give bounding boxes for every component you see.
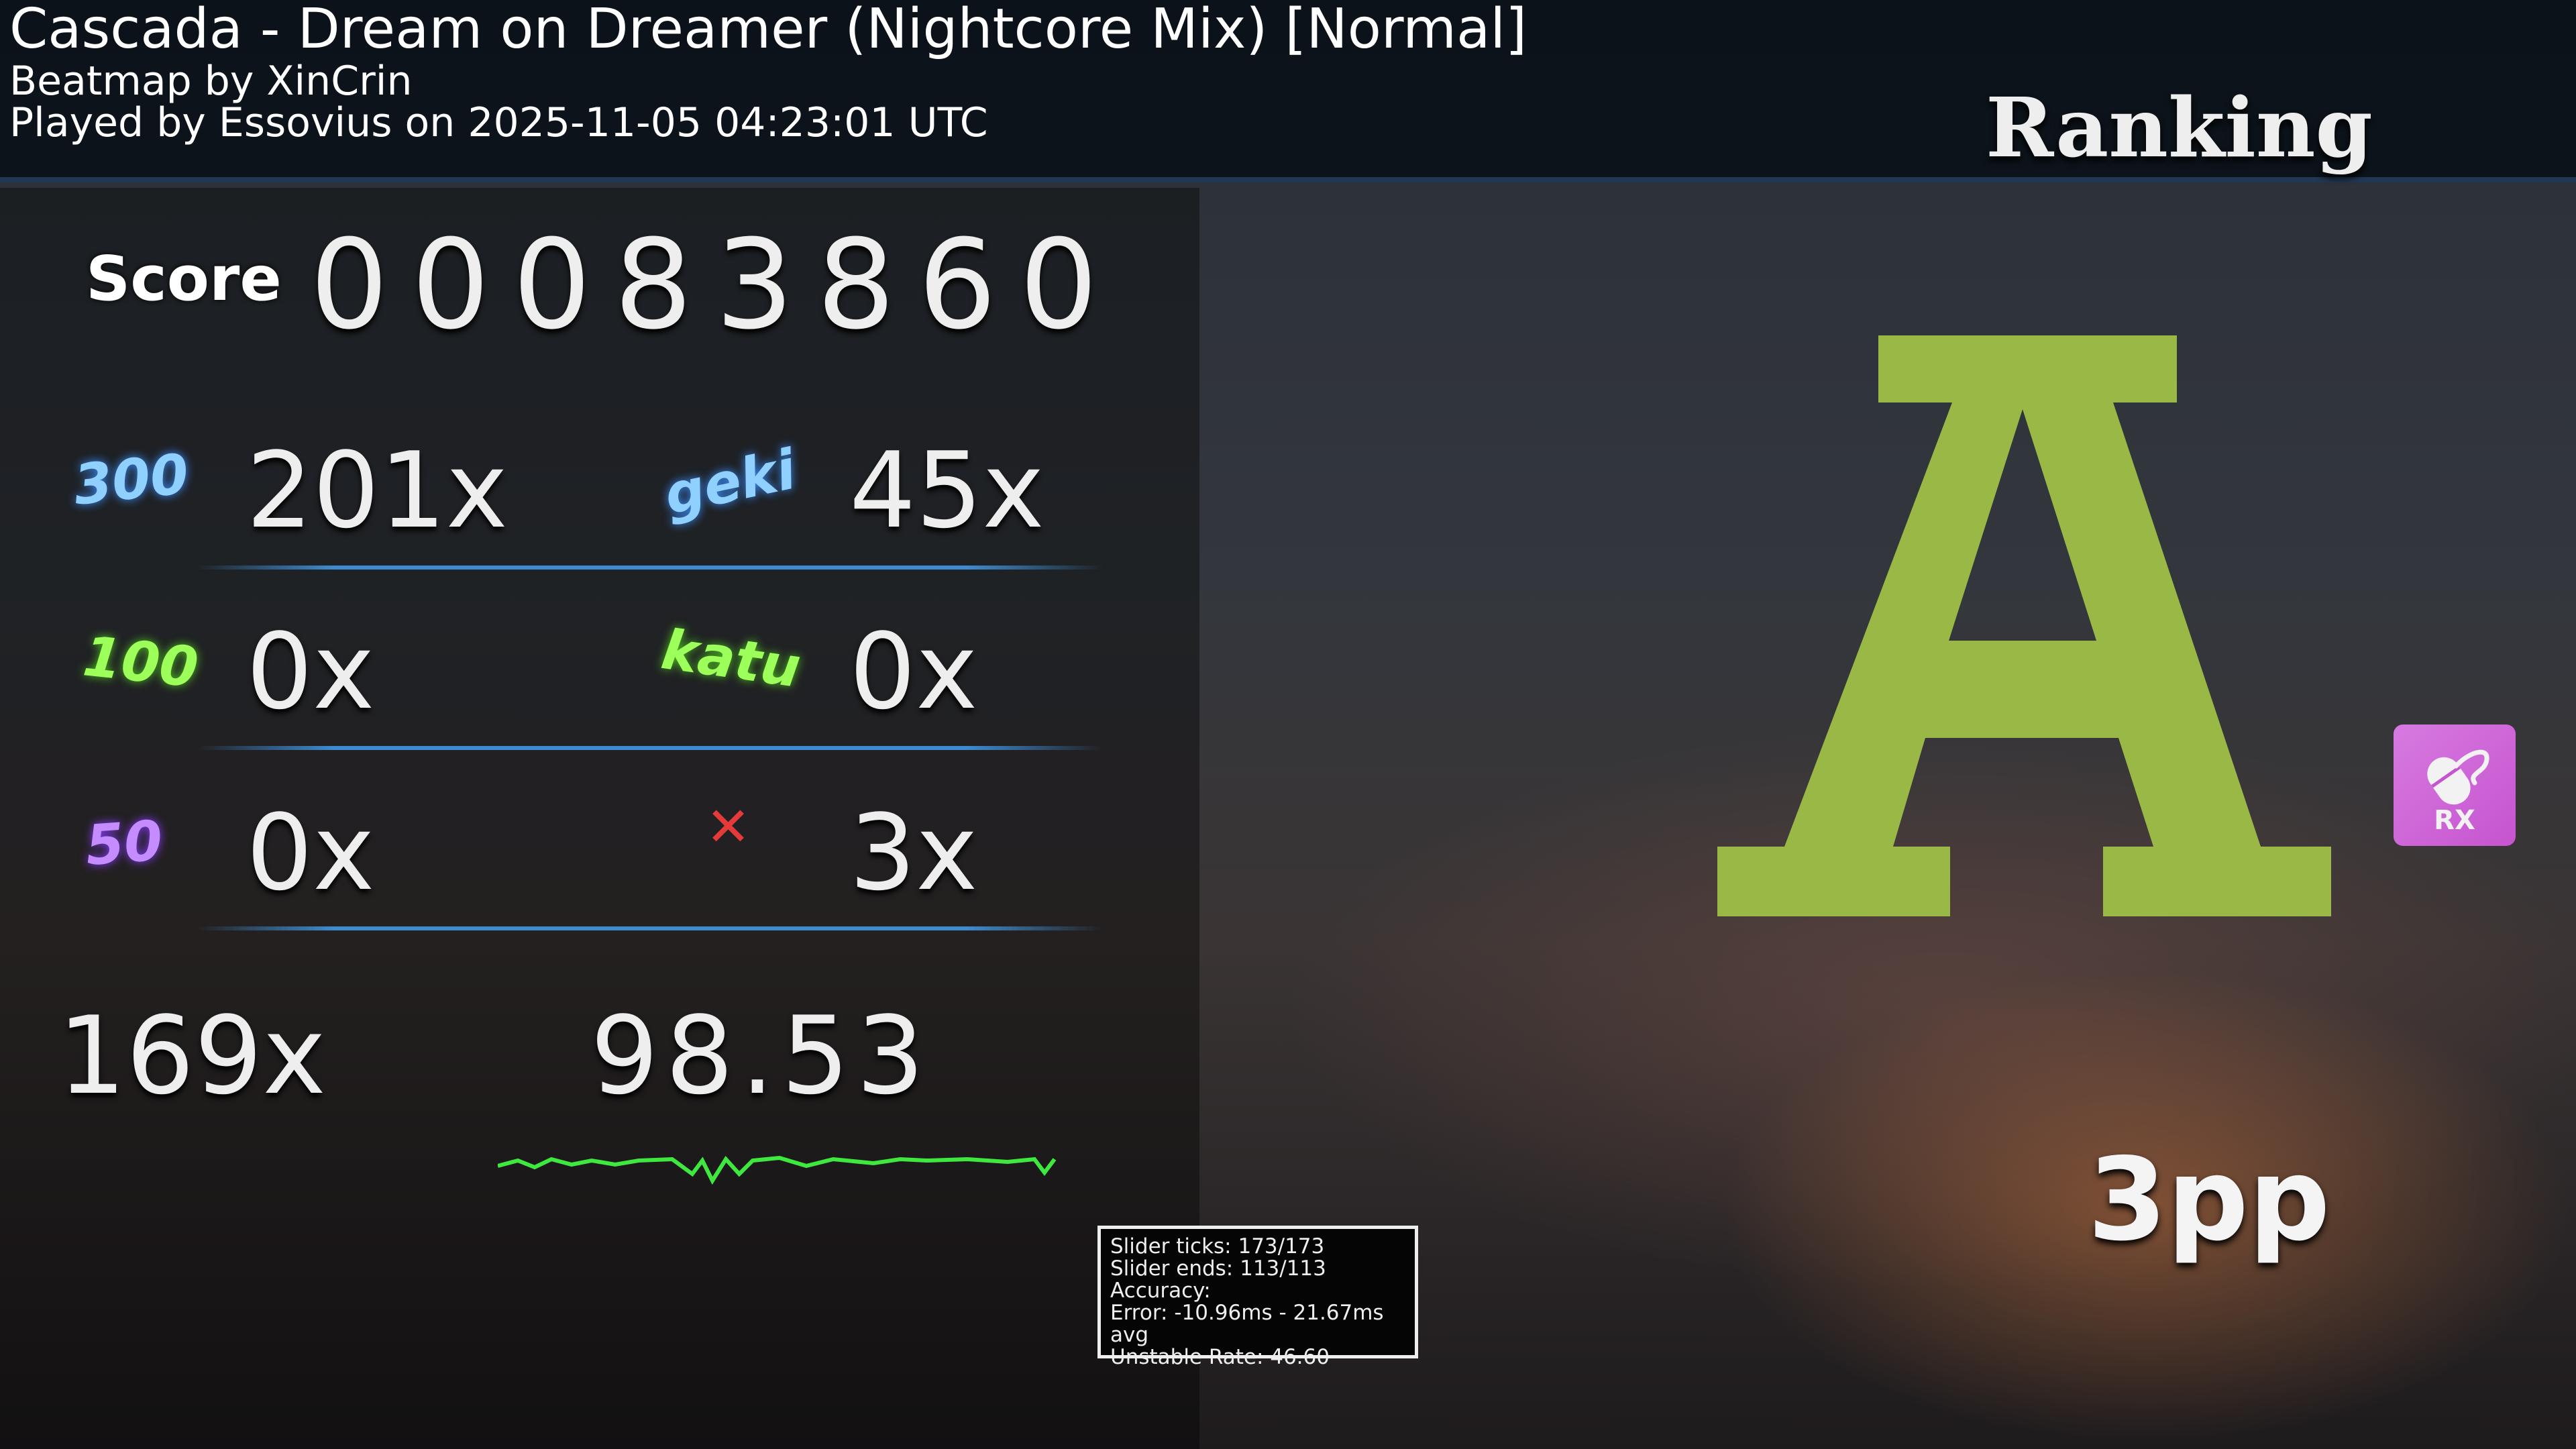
- count-300: 201x: [246, 429, 508, 551]
- count-geki: 45x: [849, 429, 1044, 551]
- max-combo: 169x: [58, 993, 327, 1118]
- header: Cascada - Dream on Dreamer (Nightcore Mi…: [0, 0, 2576, 182]
- pp-value: 3pp: [2088, 1134, 2330, 1267]
- label-100: 100: [80, 625, 201, 700]
- accuracy: 98.53: [590, 993, 932, 1118]
- count-50: 0x: [246, 792, 375, 914]
- beatmap-title: Cascada - Dream on Dreamer (Nightcore Mi…: [9, 0, 1527, 61]
- label-300: 300: [70, 442, 192, 518]
- mod-relax[interactable]: RX: [2394, 724, 2516, 846]
- performance-line: [498, 1155, 1057, 1185]
- beatmap-mapper: Beatmap by XinCrin: [9, 58, 413, 105]
- miss-icon: ✕: [706, 796, 751, 858]
- separator: [197, 746, 1103, 750]
- separator: [197, 926, 1103, 930]
- tooltip-line: Slider ends: 113/113: [1110, 1256, 1326, 1281]
- mod-label: RX: [2434, 805, 2475, 836]
- count-miss: 3x: [849, 792, 978, 914]
- performance-graph[interactable]: [498, 1140, 1061, 1208]
- separator: [197, 566, 1103, 570]
- tooltip-line: Accuracy:: [1110, 1279, 1211, 1303]
- results-panel: [0, 188, 1199, 1449]
- score-value: 00083860: [310, 213, 1121, 357]
- score-label: Score: [86, 243, 282, 315]
- count-100: 0x: [246, 610, 375, 733]
- tooltip-line: Unstable Rate: 46.60: [1110, 1345, 1330, 1369]
- grade-a-icon: [1717, 335, 2331, 916]
- label-50: 50: [83, 809, 165, 878]
- tooltip-line: Slider ticks: 173/173: [1110, 1234, 1325, 1258]
- tooltip-line: Error: -10.96ms - 21.67ms avg: [1110, 1301, 1384, 1347]
- ranking-title: Ranking: [1986, 79, 2373, 176]
- stats-tooltip: Slider ticks: 173/173 Slider ends: 113/1…: [1097, 1226, 1418, 1368]
- played-by: Played by Essovius on 2025-11-05 04:23:0…: [9, 99, 988, 146]
- count-katu: 0x: [849, 610, 978, 733]
- mouse-icon: [2427, 749, 2489, 805]
